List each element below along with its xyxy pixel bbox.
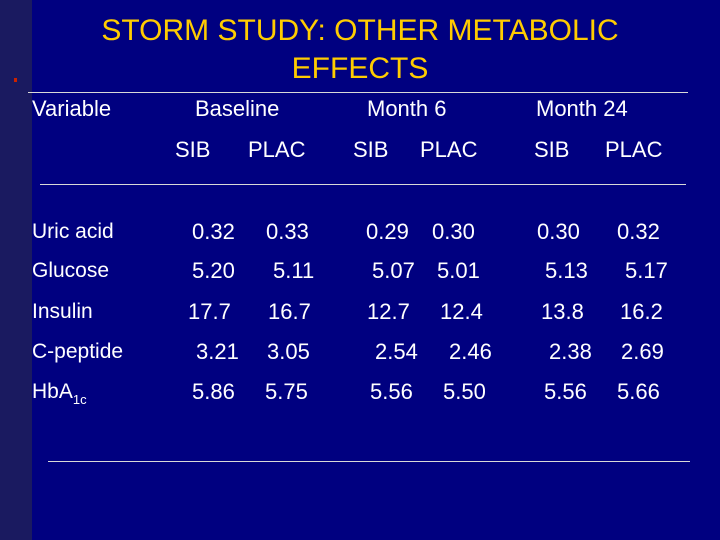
footer-divider [48, 461, 690, 462]
cell-value: 5.20 [192, 258, 235, 283]
cell-value: 5.66 [617, 379, 660, 404]
cell-value: 13.8 [541, 299, 584, 324]
title-line-2: EFFECTS [291, 52, 429, 85]
cell-value: 2.38 [549, 339, 592, 364]
cell-value: 17.7 [188, 299, 231, 324]
header-month-6: Month 6 [367, 96, 447, 121]
cell-value: 3.21 [196, 339, 239, 364]
cell-value: 5.75 [265, 379, 308, 404]
cell-value: 0.30 [537, 219, 580, 244]
cell-value: 12.7 [367, 299, 410, 324]
cell-value: 5.50 [443, 379, 486, 404]
cell-value: 3.05 [267, 339, 310, 364]
row-label-insulin: Insulin [32, 300, 93, 323]
cell-value: 5.56 [544, 379, 587, 404]
cell-value: 5.01 [437, 258, 480, 283]
cell-value: 5.56 [370, 379, 413, 404]
row-label-hba1c: HbA1c [32, 379, 87, 413]
cell-value: 0.33 [266, 219, 309, 244]
cell-value: 0.29 [366, 219, 409, 244]
cell-value: 5.11 [273, 258, 315, 283]
cell-value: 16.2 [620, 299, 663, 324]
cell-value: 2.46 [449, 339, 492, 364]
subheader-month6-plac: PLAC [420, 137, 478, 162]
subheader-month24-plac: PLAC [605, 137, 663, 162]
row-label-hba1c-subscript: 1c [72, 392, 87, 407]
row-label-uric-acid: Uric acid [32, 220, 114, 243]
cell-value: 12.4 [440, 299, 483, 324]
row-label-hba1c-main: HbA [32, 380, 73, 403]
title-divider [28, 92, 688, 93]
subheader-month6-sib: SIB [353, 137, 389, 162]
subheader-month24-sib: SIB [534, 137, 570, 162]
left-accent-bar [0, 0, 32, 540]
cell-value: 2.54 [375, 339, 418, 364]
cell-value: 0.30 [432, 219, 475, 244]
bullet-mark [14, 78, 17, 82]
cell-value: 0.32 [617, 219, 660, 244]
title-line-1: STORM STUDY: OTHER METABOLIC [101, 14, 619, 47]
cell-value: 5.13 [545, 258, 588, 283]
header-divider [40, 184, 686, 185]
cell-value: 5.07 [372, 258, 415, 283]
header-variable: Variable [32, 96, 112, 121]
subheader-baseline-plac: PLAC [248, 137, 306, 162]
cell-value: 0.32 [192, 219, 235, 244]
header-baseline: Baseline [195, 96, 280, 121]
row-label-c-peptide: C-peptide [32, 340, 124, 363]
cell-value: 16.7 [268, 299, 311, 324]
cell-value: 5.17 [625, 258, 668, 283]
cell-value: 5.86 [192, 379, 235, 404]
header-month-24: Month 24 [536, 96, 628, 121]
row-label-glucose: Glucose [32, 259, 110, 282]
cell-value: 2.69 [621, 339, 664, 364]
subheader-baseline-sib: SIB [175, 137, 211, 162]
slide-title: STORM STUDY: OTHER METABOLIC EFFECTS [40, 12, 680, 88]
